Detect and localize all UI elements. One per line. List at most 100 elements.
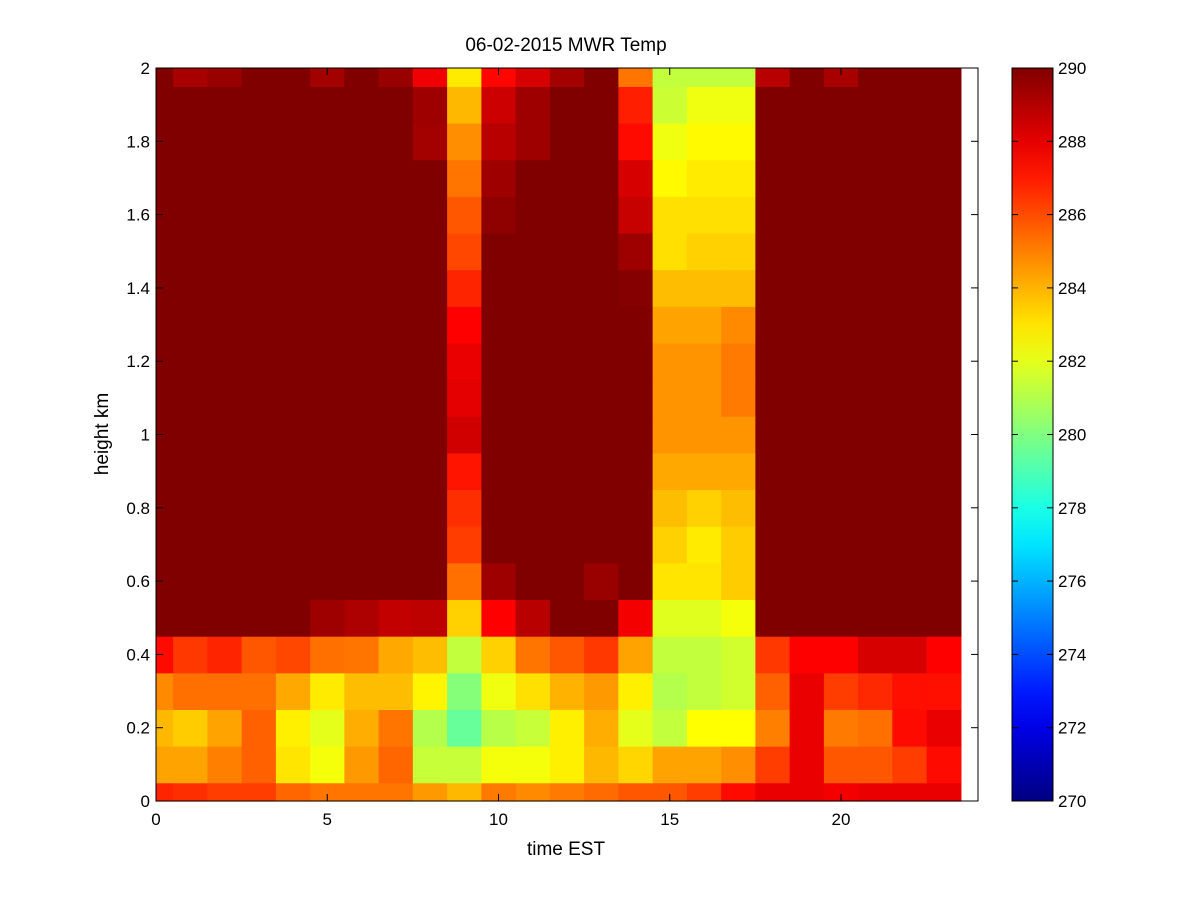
y-tick-label: 0 <box>141 792 150 811</box>
heatmap-cell <box>344 562 380 601</box>
heatmap-cell <box>344 86 380 124</box>
heatmap-cell <box>926 68 962 87</box>
heatmap-cell <box>344 672 380 710</box>
heatmap-cell <box>652 159 688 197</box>
heatmap-cell <box>310 269 345 307</box>
heatmap-cell <box>515 672 551 710</box>
heatmap-cell <box>378 599 414 637</box>
heatmap-cell <box>652 709 688 747</box>
heatmap-cell <box>275 672 311 710</box>
heatmap-cell <box>755 416 791 454</box>
heatmap-cell <box>721 269 756 307</box>
heatmap-cell <box>515 526 551 564</box>
heatmap-cell <box>156 709 174 747</box>
heatmap-cell <box>481 86 517 124</box>
heatmap-cell <box>549 526 585 564</box>
heatmap-cell <box>652 452 688 491</box>
heatmap-cell <box>755 782 791 802</box>
heatmap-cell <box>344 526 380 564</box>
heatmap-cell <box>156 526 174 564</box>
heatmap-cell <box>173 709 208 747</box>
heatmap-cell <box>618 196 654 234</box>
heatmap-cell <box>652 232 688 271</box>
heatmap-cell <box>481 782 517 802</box>
heatmap-cell <box>344 599 380 637</box>
colorbar-tick-label: 280 <box>1058 426 1086 445</box>
heatmap-cell <box>584 636 619 674</box>
heatmap-cell <box>412 269 448 307</box>
heatmap-cell <box>858 232 893 271</box>
heatmap-cell <box>207 489 243 527</box>
heatmap-cell <box>858 416 893 454</box>
heatmap-cell <box>515 269 551 307</box>
heatmap-cell <box>481 159 517 197</box>
heatmap-cell <box>447 196 482 234</box>
heatmap-cell <box>721 306 756 344</box>
heatmap-cell <box>926 526 962 564</box>
heatmap-cell <box>789 746 825 784</box>
heatmap-cell <box>755 342 791 381</box>
heatmap-cell <box>789 416 825 454</box>
heatmap-cell <box>310 782 345 802</box>
heatmap-cell <box>549 68 585 87</box>
heatmap-cell <box>926 379 962 417</box>
heatmap-cell <box>686 306 722 344</box>
y-tick-label: 2 <box>141 59 150 78</box>
heatmap-cell <box>173 599 208 637</box>
heatmap-cell <box>412 122 448 161</box>
heatmap-cell <box>412 599 448 637</box>
heatmap-cell <box>618 68 654 87</box>
heatmap-cell <box>412 342 448 381</box>
heatmap-cell <box>789 196 825 234</box>
heatmap-cell <box>789 159 825 197</box>
heatmap-cell <box>549 746 585 784</box>
heatmap-cell <box>310 599 345 637</box>
heatmap-cell <box>173 746 208 784</box>
heatmap-cell <box>156 68 174 87</box>
y-tick-label: 1.6 <box>126 206 150 225</box>
heatmap-cell <box>481 452 517 491</box>
heatmap-cell <box>858 342 893 381</box>
heatmap-cell <box>686 86 722 124</box>
heatmap-cell <box>549 232 585 271</box>
heatmap-cell <box>549 342 585 381</box>
heatmap-cell <box>926 122 962 161</box>
heatmap-cell <box>789 306 825 344</box>
heatmap-cell <box>789 122 825 161</box>
heatmap-cell <box>618 416 654 454</box>
heatmap-cell <box>275 379 311 417</box>
heatmap-cell <box>412 672 448 710</box>
heatmap-cell <box>789 379 825 417</box>
heatmap-cell <box>892 68 928 87</box>
heatmap-cell <box>549 122 585 161</box>
heatmap-cell <box>721 599 756 637</box>
heatmap-cell <box>686 672 722 710</box>
heatmap-cell <box>584 562 619 601</box>
heatmap-cell <box>652 562 688 601</box>
heatmap-cell <box>412 416 448 454</box>
heatmap-cell <box>755 306 791 344</box>
heatmap-cell <box>755 68 791 87</box>
heatmap-cell <box>926 86 962 124</box>
heatmap-cell <box>892 599 928 637</box>
heatmap-cell <box>721 196 756 234</box>
heatmap-cell <box>173 489 208 527</box>
heatmap-cell <box>549 672 585 710</box>
heatmap-cell <box>926 306 962 344</box>
heatmap-cell <box>241 342 277 381</box>
heatmap-cell <box>549 269 585 307</box>
heatmap-cell <box>652 122 688 161</box>
heatmap-cell <box>755 232 791 271</box>
heatmap-cell <box>686 232 722 271</box>
heatmap-cell <box>721 562 756 601</box>
heatmap-cell <box>481 636 517 674</box>
heatmap-cell <box>789 782 825 802</box>
heatmap-cell <box>823 562 859 601</box>
heatmap-cell <box>481 709 517 747</box>
heatmap-cell <box>241 196 277 234</box>
heatmap-cell <box>515 379 551 417</box>
heatmap-cell <box>481 68 517 87</box>
heatmap-cell <box>618 709 654 747</box>
heatmap-cell <box>156 599 174 637</box>
heatmap-cell <box>447 562 482 601</box>
